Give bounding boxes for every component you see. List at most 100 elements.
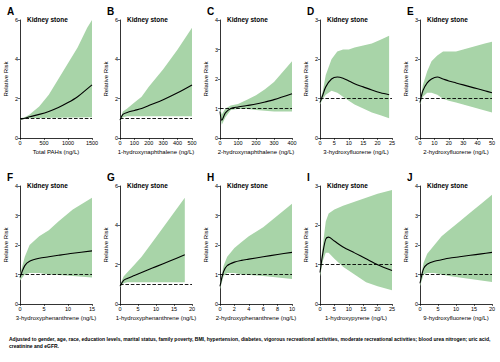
svg-text:6: 6 [262,306,265,312]
svg-text:3: 3 [415,213,418,219]
svg-text:2-hydroxyphenanthrene (ng/L): 2-hydroxyphenanthrene (ng/L) [216,315,297,321]
svg-text:20: 20 [446,140,452,146]
svg-text:5: 5 [42,306,45,312]
svg-text:200: 200 [144,140,153,146]
svg-text:4: 4 [115,56,118,62]
svg-text:1: 1 [315,262,318,268]
svg-text:20: 20 [489,306,495,312]
svg-text:3: 3 [415,17,418,23]
svg-text:F: F [7,172,13,183]
svg-text:2: 2 [415,242,418,248]
svg-text:6: 6 [115,183,118,189]
svg-text:3: 3 [15,213,18,219]
svg-text:I: I [307,172,310,183]
svg-text:Relative Risk: Relative Risk [3,226,9,262]
svg-text:2: 2 [315,56,318,62]
svg-text:2: 2 [15,96,18,102]
svg-text:Relative Risk: Relative Risk [403,226,409,262]
svg-text:100: 100 [233,140,242,146]
svg-text:G: G [107,172,115,183]
svg-text:10: 10 [453,306,459,312]
svg-text:15: 15 [89,306,95,312]
svg-text:1-hydroxynaphthalene (ng/L): 1-hydroxynaphthalene (ng/L) [118,149,195,155]
svg-text:2: 2 [115,262,118,268]
svg-text:2: 2 [215,76,218,82]
svg-text:Relative Risk: Relative Risk [103,226,109,262]
svg-text:1000: 1000 [62,140,74,146]
svg-text:Relative Risk: Relative Risk [303,60,309,96]
svg-text:0: 0 [218,140,221,146]
svg-text:10: 10 [65,306,71,312]
svg-text:2: 2 [115,96,118,102]
svg-text:1: 1 [15,272,18,278]
svg-text:Kidney stone: Kidney stone [327,182,368,190]
svg-text:400: 400 [173,140,182,146]
svg-text:9-hydroxyfluorene (ng/L): 9-hydroxyfluorene (ng/L) [423,315,488,321]
svg-text:5: 5 [436,306,439,312]
svg-text:4: 4 [215,17,218,23]
svg-text:15: 15 [360,306,366,312]
svg-text:4: 4 [215,183,218,189]
svg-text:25: 25 [389,306,395,312]
svg-text:20: 20 [375,306,381,312]
svg-text:40: 40 [475,140,481,146]
svg-text:2-hydroxynaphthalene (ng/L): 2-hydroxynaphthalene (ng/L) [218,149,295,155]
svg-text:3-hydroxyphenanthrene (ng/L): 3-hydroxyphenanthrene (ng/L) [16,315,97,321]
svg-text:Relative Risk: Relative Risk [203,226,209,262]
svg-text:0: 0 [118,140,121,146]
svg-text:5: 5 [136,306,139,312]
svg-text:Relative Risk: Relative Risk [103,60,109,96]
svg-text:300: 300 [269,140,278,146]
svg-text:Kidney stone: Kidney stone [227,16,268,24]
svg-text:Total PAHs (ng/L): Total PAHs (ng/L) [33,149,80,155]
svg-text:Relative Risk: Relative Risk [203,60,209,96]
svg-text:Kidney stone: Kidney stone [127,182,168,190]
svg-text:Relative Risk: Relative Risk [303,226,309,262]
svg-text:400: 400 [287,140,296,146]
svg-text:0: 0 [18,306,21,312]
svg-text:5: 5 [333,306,336,312]
svg-text:10: 10 [153,306,159,312]
svg-text:1-hydroxypyrene (ng/L): 1-hydroxypyrene (ng/L) [325,315,387,321]
svg-text:500: 500 [187,140,196,146]
svg-text:1: 1 [415,96,418,102]
svg-text:4: 4 [415,183,418,189]
svg-text:10: 10 [289,306,295,312]
svg-text:Kidney stone: Kidney stone [227,182,268,190]
svg-text:2: 2 [315,222,318,228]
svg-text:1-hydroxyphenanthrene (ng/L): 1-hydroxyphenanthrene (ng/L) [116,315,197,321]
svg-text:20: 20 [189,306,195,312]
svg-text:1: 1 [315,96,318,102]
svg-text:50: 50 [489,140,495,146]
svg-text:30: 30 [460,140,466,146]
svg-text:3-hydroxyfluorene (ng/L): 3-hydroxyfluorene (ng/L) [323,149,388,155]
svg-text:8: 8 [276,306,279,312]
svg-text:Kidney stone: Kidney stone [427,182,468,190]
svg-text:2: 2 [415,56,418,62]
svg-text:15: 15 [171,306,177,312]
svg-text:0: 0 [418,140,421,146]
svg-text:3: 3 [315,17,318,23]
svg-text:Kidney stone: Kidney stone [27,182,68,190]
svg-text:D: D [307,6,314,17]
svg-text:E: E [407,6,414,17]
svg-text:1: 1 [415,272,418,278]
svg-text:100: 100 [130,140,139,146]
svg-text:creatinine and eGFR.: creatinine and eGFR. [9,343,60,349]
svg-text:3: 3 [315,183,318,189]
svg-text:H: H [207,172,214,183]
svg-text:300: 300 [159,140,168,146]
svg-text:2: 2 [215,242,218,248]
svg-text:3: 3 [215,213,218,219]
svg-text:0: 0 [318,140,321,146]
svg-text:Kidney stone: Kidney stone [127,16,168,24]
svg-text:Kidney stone: Kidney stone [427,16,468,24]
svg-text:4: 4 [115,222,118,228]
svg-text:0: 0 [218,306,221,312]
svg-text:3: 3 [215,47,218,53]
svg-text:4: 4 [15,56,18,62]
svg-text:6: 6 [115,17,118,23]
svg-text:J: J [407,172,413,183]
svg-text:Relative Risk: Relative Risk [3,60,9,96]
svg-text:20: 20 [375,140,381,146]
